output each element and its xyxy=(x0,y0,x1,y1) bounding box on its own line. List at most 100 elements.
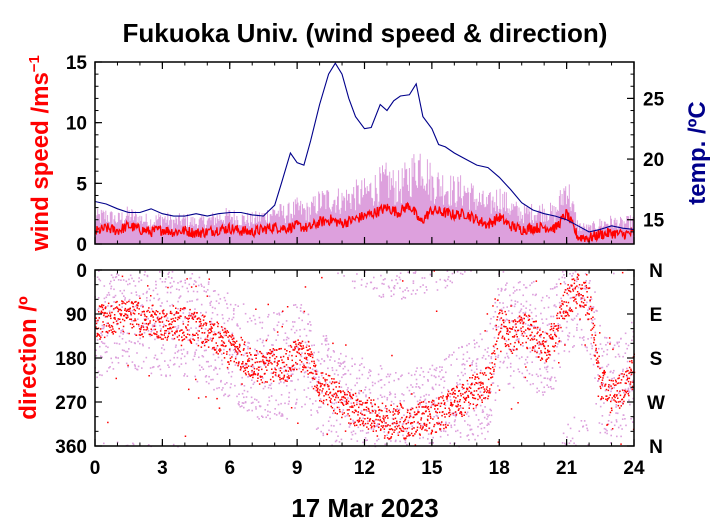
direction-scatter-point xyxy=(319,406,322,408)
direction-scatter-point xyxy=(632,397,634,400)
direction-scatter-point xyxy=(368,371,370,374)
direction-point xyxy=(127,308,130,310)
direction-point xyxy=(567,313,569,316)
direction-point xyxy=(172,334,174,336)
direction-point xyxy=(325,373,327,375)
direction-point xyxy=(246,352,248,354)
direction-scatter-point xyxy=(568,332,571,334)
direction-point xyxy=(201,342,204,344)
direction-scatter-point xyxy=(613,377,615,379)
direction-point xyxy=(295,361,297,364)
direction-point xyxy=(517,340,520,342)
direction-scatter-point xyxy=(525,300,528,303)
direction-scatter-point xyxy=(380,379,383,381)
direction-point xyxy=(502,319,505,321)
direction-point xyxy=(171,321,173,323)
direction-scatter-point xyxy=(446,400,449,402)
direction-scatter-point xyxy=(402,434,404,437)
direction-scatter-point xyxy=(98,278,100,281)
direction-point xyxy=(627,393,629,395)
direction-scatter-point xyxy=(299,363,302,366)
direction-scatter-point xyxy=(417,409,419,411)
direction-scatter-point xyxy=(152,289,155,292)
direction-scatter-point xyxy=(176,328,178,330)
direction-scatter-point xyxy=(554,331,556,334)
direction-point xyxy=(496,319,498,321)
direction-point xyxy=(178,316,180,319)
direction-point xyxy=(120,314,122,317)
direction-scatter-point xyxy=(622,414,625,416)
direction-point xyxy=(543,345,546,348)
direction-point xyxy=(560,305,562,307)
direction-point xyxy=(632,381,634,383)
direction-point xyxy=(545,332,548,335)
direction-scatter-point xyxy=(278,382,280,385)
direction-scatter-point xyxy=(473,371,476,374)
direction-scatter-point xyxy=(290,328,293,331)
direction-point xyxy=(559,312,562,314)
direction-point xyxy=(568,315,570,317)
direction-point xyxy=(416,426,419,429)
direction-point xyxy=(97,333,99,335)
direction-point xyxy=(455,385,458,388)
direction-scatter-point xyxy=(344,373,347,375)
direction-scatter-point xyxy=(616,342,619,345)
direction-scatter-point xyxy=(435,367,438,369)
direction-point xyxy=(432,418,434,420)
direction-point xyxy=(375,418,377,421)
direction-point xyxy=(379,419,382,421)
direction-scatter-point xyxy=(611,377,613,380)
direction-scatter-point xyxy=(112,368,115,370)
direction-scatter-point xyxy=(244,344,247,347)
direction-point xyxy=(449,409,451,411)
direction-point xyxy=(522,335,525,337)
direction-scatter-point xyxy=(407,271,409,274)
direction-point xyxy=(329,392,331,394)
direction-scatter-point xyxy=(441,376,444,379)
direction-point xyxy=(410,422,413,424)
direction-point xyxy=(399,428,402,430)
direction-point xyxy=(261,368,263,371)
direction-scatter-point xyxy=(155,283,157,286)
direction-point xyxy=(582,302,585,304)
direction-point xyxy=(243,343,245,346)
direction-point xyxy=(621,373,623,375)
direction-point xyxy=(184,435,187,437)
direction-scatter-point xyxy=(285,379,287,381)
direction-point xyxy=(238,346,241,348)
direction-point xyxy=(356,399,358,401)
direction-scatter-point xyxy=(234,347,237,350)
direction-point xyxy=(448,415,451,418)
direction-point xyxy=(205,341,207,343)
direction-point xyxy=(383,428,386,430)
compass-tick-label: N xyxy=(649,437,663,458)
direction-point xyxy=(302,369,304,371)
direction-scatter-point xyxy=(477,434,479,437)
direction-scatter-point xyxy=(492,382,495,384)
direction-scatter-point xyxy=(493,346,496,349)
direction-point xyxy=(131,327,133,329)
direction-point xyxy=(236,353,239,355)
direction-scatter-point xyxy=(583,336,585,338)
direction-point xyxy=(193,311,196,314)
direction-point xyxy=(406,435,408,437)
direction-point xyxy=(489,372,491,374)
direction-point xyxy=(119,308,121,311)
direction-scatter-point xyxy=(379,365,382,367)
direction-scatter-point xyxy=(180,357,182,360)
direction-scatter-point xyxy=(500,308,503,311)
direction-scatter-point xyxy=(292,321,294,323)
direction-point xyxy=(507,333,510,335)
direction-point xyxy=(394,426,396,428)
direction-point xyxy=(576,285,578,287)
direction-tick-label: 180 xyxy=(55,349,87,370)
direction-scatter-point xyxy=(391,422,394,424)
direction-scatter-point xyxy=(293,321,296,323)
direction-point xyxy=(189,339,191,341)
direction-scatter-point xyxy=(188,283,191,286)
direction-point xyxy=(346,393,348,396)
direction-scatter-point xyxy=(281,311,283,313)
direction-scatter-point xyxy=(100,332,102,334)
direction-scatter-point xyxy=(219,331,221,333)
direction-point xyxy=(478,381,480,384)
